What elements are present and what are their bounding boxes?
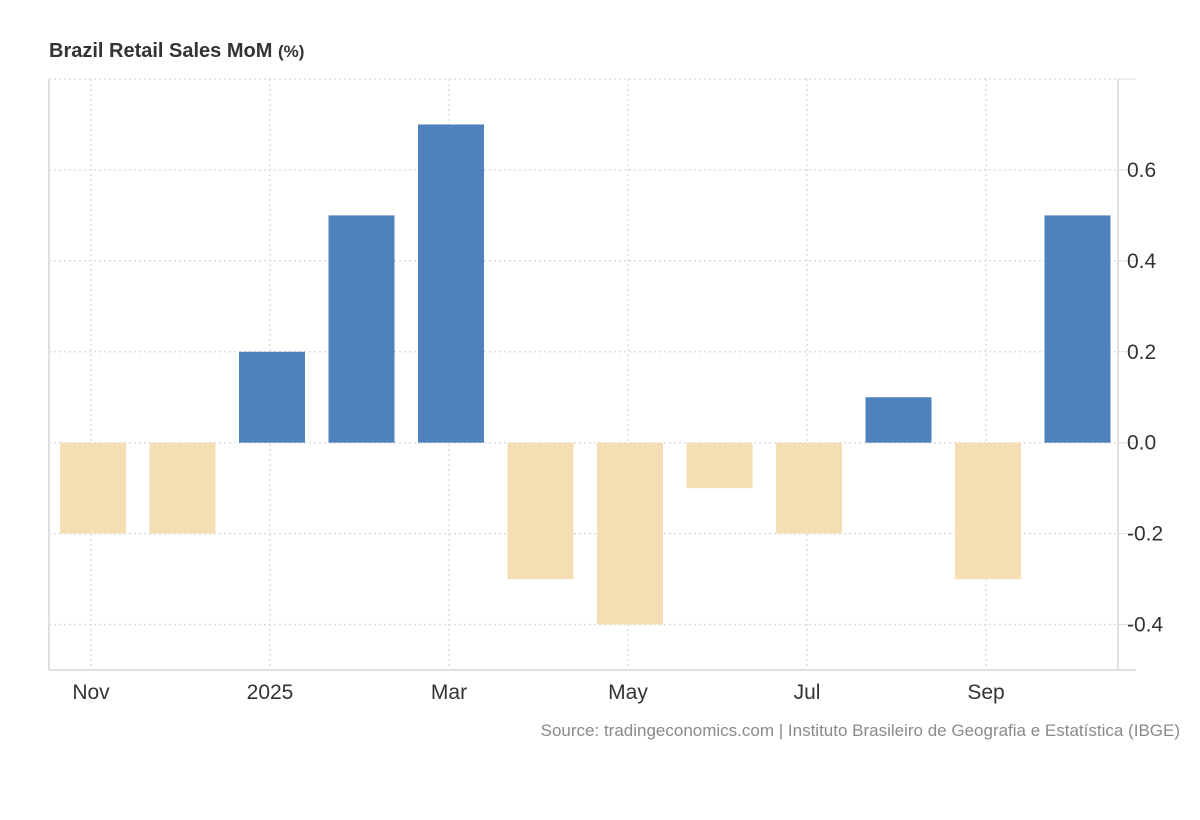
bar-feb-2025 xyxy=(328,215,395,443)
bar-jan-2025 xyxy=(239,351,305,443)
title-unit: (%) xyxy=(277,42,305,61)
bars xyxy=(60,124,1111,625)
bar-oct-2025 xyxy=(1044,215,1111,443)
y-tick-label: 0.2 xyxy=(1127,341,1156,364)
y-tick-label: -0.2 xyxy=(1127,523,1163,546)
bar-jun-2025 xyxy=(686,442,753,489)
y-tick-label: 0.4 xyxy=(1127,250,1157,273)
x-tick-label: Mar xyxy=(431,681,467,704)
bar-may-2025 xyxy=(597,442,663,625)
x-tick-label: Sep xyxy=(967,681,1004,704)
x-tick-label: 2025 xyxy=(247,681,294,704)
bar-chart: -0.4 -0.2 0.0 0.2 0.4 0.6 Nov 2025 Mar May Jul Sep xyxy=(48,78,1164,704)
y-tick-label: 0.0 xyxy=(1127,432,1156,455)
chart-title: Brazil Retail Sales MoM (%) xyxy=(49,40,304,63)
x-tick-label: Nov xyxy=(72,681,110,704)
x-tick-label: Jul xyxy=(794,681,821,704)
gridlines xyxy=(49,78,1118,670)
y-tick-label: -0.4 xyxy=(1127,614,1164,637)
bar-nov-2024 xyxy=(60,442,126,534)
bar-aug-2025 xyxy=(865,397,932,443)
bar-sep-2025 xyxy=(955,442,1021,580)
x-tick-label: May xyxy=(608,681,648,704)
bar-dec-2024 xyxy=(149,442,216,534)
source-note: Source: tradingeconomics.com | Instituto… xyxy=(540,721,1180,740)
y-tick-label: 0.6 xyxy=(1127,159,1156,182)
bar-apr-2025 xyxy=(507,442,574,580)
bar-jul-2025 xyxy=(776,442,842,534)
axes xyxy=(48,78,1136,671)
bar-mar-2025 xyxy=(418,124,484,443)
title-text: Brazil Retail Sales MoM xyxy=(49,40,273,62)
tick-labels: -0.4 -0.2 0.0 0.2 0.4 0.6 Nov 2025 Mar May Jul Sep xyxy=(72,159,1163,704)
